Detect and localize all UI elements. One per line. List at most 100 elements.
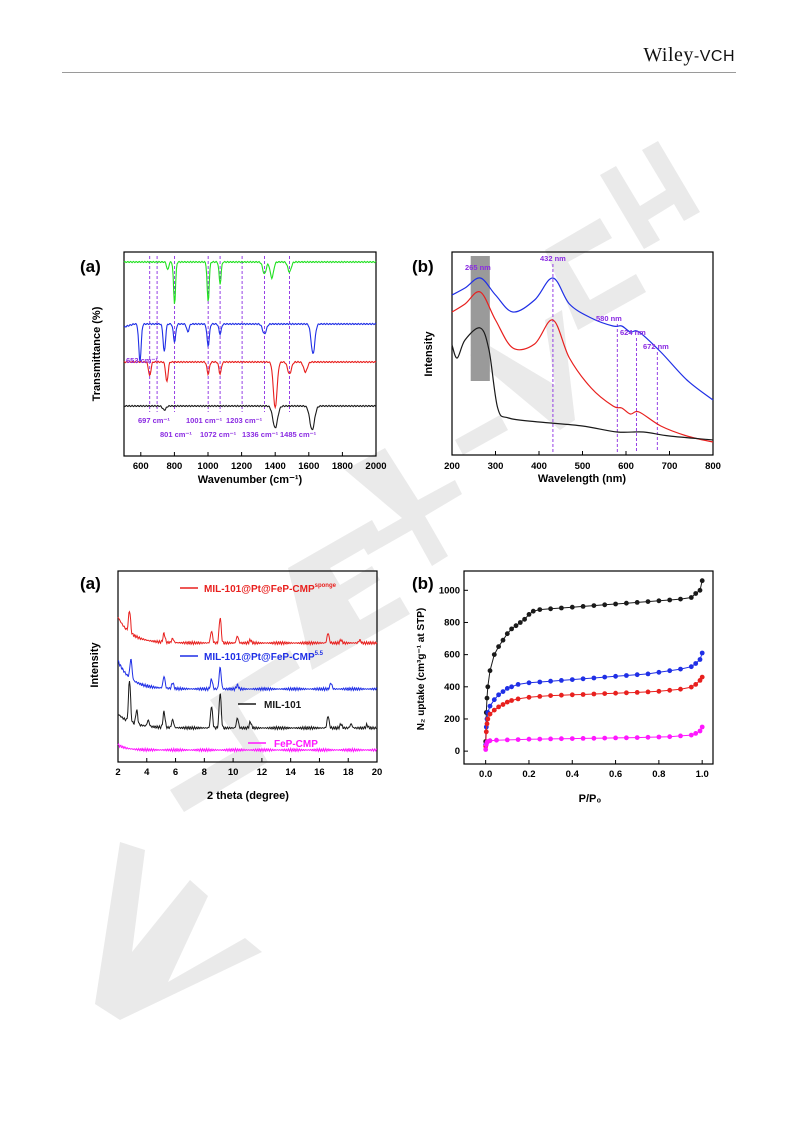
n2-data-point	[667, 597, 673, 603]
n2-data-point	[693, 731, 699, 736]
n2-data-point	[613, 735, 618, 741]
uvvis-x-tick-label: 200	[444, 461, 460, 472]
n2-data-point	[656, 598, 662, 604]
n2-data-point	[537, 607, 543, 612]
n2-data-point	[496, 692, 501, 698]
n2-data-point	[500, 637, 506, 643]
n2-data-point	[569, 736, 575, 741]
xrd-legend-ratio: MIL-101@Pt@FeP-CMP5.5	[204, 651, 324, 663]
n2-data-point	[526, 694, 532, 700]
xrd-series-line	[117, 658, 378, 693]
n2-data-point	[688, 684, 694, 690]
n2-data-point	[688, 732, 694, 738]
n2-data-point	[656, 688, 662, 694]
uvvis-annotation-624: 624 nm	[620, 328, 646, 337]
n2-data-point	[485, 716, 491, 722]
n2-data-point	[515, 682, 521, 687]
ftir-annotation-1072: 1072 cm⁻¹	[200, 430, 237, 439]
n2-data-point	[504, 737, 510, 743]
ftir-x-tick-label: 1400	[265, 461, 286, 472]
n2-data-point	[559, 692, 564, 698]
uvvis-x-tick-label: 700	[662, 461, 678, 472]
ftir-series-line	[123, 260, 377, 304]
n2-data-point	[504, 686, 510, 691]
n2-data-point	[580, 692, 586, 697]
n2-data-point	[491, 707, 497, 713]
n2-data-point	[624, 735, 629, 741]
uvvis-annotation-432: 432 nm	[540, 254, 566, 263]
n2-y-tick-label: 200	[444, 714, 460, 725]
ftir-x-tick-label: 1000	[197, 461, 218, 472]
publisher-vch: -VCH	[693, 48, 735, 65]
publisher-wiley: Wiley	[643, 44, 694, 66]
n2-data-point	[678, 733, 683, 739]
uvvis-x-tick-label: 600	[618, 461, 634, 472]
xrd-x-tick-label: 14	[285, 767, 296, 778]
n2-data-point	[509, 698, 514, 703]
xrd-legend-sponge: MIL-101@Pt@FeP-CMPsponge	[204, 583, 337, 595]
uvvis-series-line	[451, 327, 714, 441]
n2-data-point	[569, 604, 575, 610]
n2-data-point	[591, 691, 597, 697]
n2-data-point	[580, 736, 586, 741]
n2-x-tick-label: 0.4	[566, 769, 580, 780]
xrd-x-tick-label: 4	[144, 767, 150, 778]
ftir-series-line	[123, 404, 377, 431]
n2-data-point	[678, 666, 683, 672]
n2-panel-label: (b)	[412, 574, 434, 593]
ftir-plot-frame	[123, 251, 377, 457]
n2-data-point	[693, 591, 699, 596]
n2-data-point	[634, 690, 640, 695]
xrd-x-tick-label: 8	[202, 767, 207, 778]
n2-data-point	[569, 677, 575, 682]
n2-data-point	[504, 699, 510, 705]
n2-data-point	[624, 600, 629, 606]
n2-data-point	[645, 734, 651, 740]
n2-data-point	[491, 652, 497, 657]
n2-x-tick-label: 0.2	[522, 769, 535, 780]
n2-data-point	[487, 738, 493, 744]
n2-data-point	[548, 693, 553, 698]
ftir-x-tick-label: 600	[133, 461, 149, 472]
xrd-series-line	[117, 742, 377, 754]
n2-data-point	[697, 587, 703, 593]
uvvis-annotation-265: 265 nm	[465, 263, 491, 272]
ftir-annotation-801: 801 cm⁻¹	[160, 430, 192, 439]
uvvis-x-tick-label: 800	[705, 461, 721, 472]
n2-data-point	[634, 735, 640, 740]
n2-y-axis-label: N₂ uptake (cm³g⁻¹ at STP)	[416, 608, 427, 731]
n2-data-point	[634, 672, 640, 678]
n2-data-point	[500, 689, 506, 694]
uvvis-x-tick-label: 500	[575, 461, 591, 472]
xrd-legend-fep: FeP-CMP	[274, 739, 318, 750]
ftir-x-tick-label: 1600	[298, 461, 319, 472]
n2-data-point	[693, 682, 699, 687]
n2-data-point	[697, 728, 703, 734]
ftir-x-tick-label: 2000	[365, 461, 386, 472]
n2-data-point	[483, 747, 489, 752]
n2-data-point	[699, 578, 705, 584]
n2-data-point	[559, 605, 564, 611]
xrd-x-axis-label: 2 theta (degree)	[207, 790, 289, 802]
n2-data-point	[517, 620, 523, 625]
n2-x-tick-label: 0.0	[479, 769, 492, 780]
xrd-x-tick-label: 2	[115, 767, 120, 778]
ftir-panel-label: (a)	[80, 257, 101, 276]
uvvis-plot-frame	[451, 251, 714, 456]
ftir-series-line	[123, 360, 377, 410]
n2-data-point	[487, 703, 493, 709]
n2-y-tick-label: 400	[444, 682, 460, 693]
n2-data-point	[522, 616, 527, 622]
n2-data-point	[548, 678, 553, 684]
n2-data-point	[602, 602, 608, 608]
n2-data-point	[569, 692, 575, 698]
n2-x-tick-label: 0.8	[652, 769, 665, 780]
ftir-annotation-653: 653 cm⁻¹	[126, 356, 158, 365]
n2-x-tick-label: 0.6	[609, 769, 622, 780]
n2-data-point	[656, 734, 662, 740]
n2-data-point	[496, 704, 501, 710]
n2-data-point	[678, 686, 683, 692]
xrd-x-tick-label: 6	[173, 767, 178, 778]
n2-data-point	[484, 721, 490, 727]
ftir-series-line	[123, 322, 377, 363]
